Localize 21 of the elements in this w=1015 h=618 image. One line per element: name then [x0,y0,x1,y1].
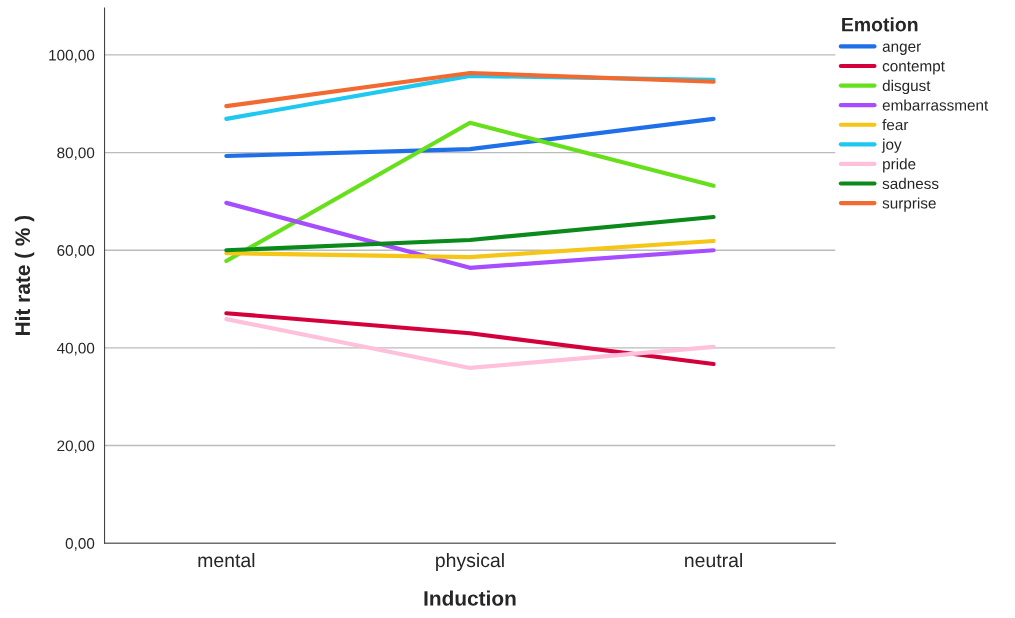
y-tick-label: 40,00 [56,342,95,356]
y-tick-label: 60,00 [57,245,95,258]
y-tick-label: 0,00 [65,538,95,551]
legend-label: sadness [882,177,939,190]
legend-label: pride [883,158,916,173]
legend-label: disgust [882,79,931,95]
x-tick-label: neutral [685,552,742,568]
legend-label: contempt [882,61,945,75]
legend-label: surprise [882,197,936,212]
legend-label: embarrassment [882,99,989,111]
y-axis-title: Hit rate ( % ) [14,215,35,335]
x-tick-label: physical [436,552,504,572]
legend-label: joy [881,138,902,153]
y-tick-label: 20,00 [57,440,95,454]
x-tick-label: mental [198,552,255,568]
x-axis-title: Induction [424,590,516,606]
y-tick-label: 100,00 [49,49,95,63]
y-tick-label: 80,00 [57,147,95,161]
legend-label: anger [882,43,921,55]
legend-label: fear [882,119,909,131]
legend-title: Emotion [842,17,918,32]
